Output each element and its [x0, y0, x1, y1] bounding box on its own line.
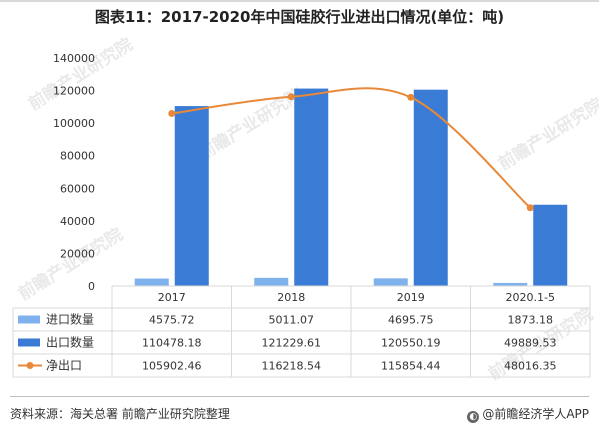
bar-export — [174, 106, 209, 286]
category-label: 2019 — [397, 291, 425, 304]
table-cell-value: 5011.07 — [269, 314, 315, 327]
y-tick-label: 140000 — [53, 52, 95, 65]
footer: 资料来源：海关总署 前瞻产业研究院整理 ◐ @前瞻经济学人APP — [0, 396, 599, 434]
table-cell-value: 116218.54 — [262, 360, 322, 373]
net-export-point — [407, 93, 415, 101]
net-export-line — [171, 87, 531, 209]
legend-key-net-marker — [26, 362, 34, 369]
legend-label: 进口数量 — [46, 312, 94, 327]
table-cell-value: 105902.46 — [142, 360, 202, 373]
y-tick-label: 100000 — [53, 117, 95, 130]
bar-import — [254, 277, 289, 286]
net-export-point — [287, 93, 295, 101]
brand-logo-icon: ◐ — [467, 411, 480, 423]
source-text: 资料来源：海关总署 前瞻产业研究院整理 — [10, 407, 230, 421]
table-cell-value: 49889.53 — [504, 337, 557, 350]
bar-export — [533, 204, 568, 286]
y-tick-label: 60000 — [60, 182, 95, 195]
bar-import — [373, 278, 408, 286]
net-export-point — [526, 204, 534, 212]
legend-key-export — [18, 338, 40, 347]
chart: 0 20000 40000 60000 80000 100000 120000 140000 2… — [12, 52, 591, 378]
table-cell-value: 110478.18 — [142, 337, 202, 350]
table-cell-value: 121229.61 — [262, 337, 322, 350]
bar-export — [413, 89, 448, 286]
category-label: 2020.1-5 — [506, 291, 555, 304]
bar-import — [134, 278, 169, 286]
table-cell-value: 1873.18 — [508, 314, 554, 327]
net-export-point — [168, 110, 176, 118]
brand-text: @前瞻经济学人APP — [482, 407, 589, 421]
y-tick-label: 80000 — [60, 150, 95, 163]
y-tick-label: 0 — [88, 280, 95, 293]
top-border — [0, 0, 599, 2]
chart-title: 图表11：2017-2020年中国硅胶行业进出口情况(单位：吨) — [94, 8, 505, 26]
y-tick-label: 40000 — [60, 215, 95, 228]
table-cell-value: 48016.35 — [504, 360, 557, 373]
table-cell-value: 4695.75 — [388, 314, 434, 327]
bar-export — [294, 88, 329, 286]
table-cell-value: 115854.44 — [381, 360, 441, 373]
y-tick-label: 20000 — [60, 247, 95, 260]
category-label: 2017 — [158, 291, 186, 304]
category-label: 2018 — [277, 291, 305, 304]
legend-key-import — [18, 315, 40, 324]
legend-label: 净出口 — [46, 359, 82, 373]
footer-divider — [10, 396, 589, 397]
brand: ◐ @前瞻经济学人APP — [467, 405, 589, 423]
bar-import — [493, 282, 528, 286]
y-tick-label: 120000 — [53, 85, 95, 98]
table-cell-value: 120550.19 — [381, 337, 441, 350]
legend-label: 出口数量 — [46, 335, 94, 350]
table-cell-value: 4575.72 — [149, 314, 195, 327]
